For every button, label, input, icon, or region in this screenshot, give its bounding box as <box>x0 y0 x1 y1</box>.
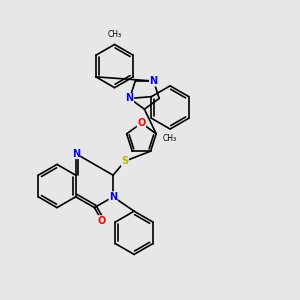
Text: N: N <box>126 93 134 103</box>
Text: CH₃: CH₃ <box>107 30 122 39</box>
Text: O: O <box>137 118 146 128</box>
Text: O: O <box>98 216 106 226</box>
Text: N: N <box>72 148 80 159</box>
Text: N: N <box>149 76 158 86</box>
Text: CH₃: CH₃ <box>163 134 177 143</box>
Text: N: N <box>109 192 117 202</box>
Text: S: S <box>122 156 128 166</box>
